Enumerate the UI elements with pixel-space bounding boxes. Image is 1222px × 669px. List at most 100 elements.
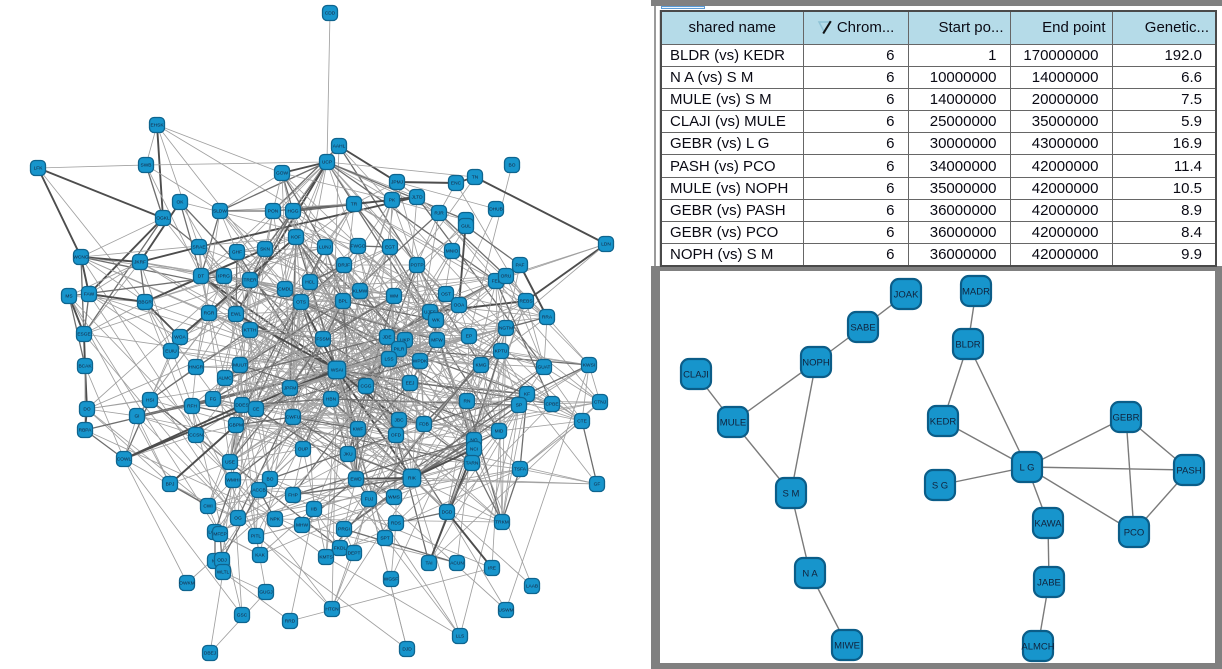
svg-text:BO: BO bbox=[509, 163, 516, 169]
svg-text:IIB: IIB bbox=[311, 507, 317, 513]
svg-text:CPBE: CPBE bbox=[545, 402, 558, 408]
svg-text:FEL: FEL bbox=[492, 279, 501, 285]
svg-text:HBN: HBN bbox=[326, 397, 337, 403]
svg-text:OTS: OTS bbox=[296, 300, 306, 306]
svg-text:HTCN: HTCN bbox=[325, 607, 339, 613]
svg-text:ORU: ORU bbox=[501, 274, 512, 280]
svg-text:GUL: GUL bbox=[461, 224, 471, 230]
svg-text:EUIU: EUIU bbox=[165, 349, 177, 355]
svg-text:BBGR: BBGR bbox=[138, 300, 152, 306]
svg-text:KF: KF bbox=[524, 392, 530, 398]
svg-text:RGR: RGR bbox=[204, 311, 215, 317]
svg-text:CTE: CTE bbox=[577, 419, 587, 425]
svg-text:WPDK: WPDK bbox=[413, 359, 428, 365]
svg-text:ACCB: ACCB bbox=[252, 488, 265, 494]
svg-text:SPT: SPT bbox=[380, 536, 389, 542]
svg-text:EWL: EWL bbox=[231, 312, 242, 318]
svg-text:FHP: FHP bbox=[288, 493, 298, 499]
svg-text:PITL: PITL bbox=[251, 534, 261, 540]
svg-text:MUUT: MUUT bbox=[233, 363, 247, 369]
svg-text:DO: DO bbox=[83, 407, 90, 413]
svg-text:KMG: KMG bbox=[476, 363, 487, 369]
svg-text:MFW: MFW bbox=[431, 338, 443, 344]
svg-text:GUGJ: GUGJ bbox=[259, 590, 273, 596]
svg-text:FWGO: FWGO bbox=[351, 244, 366, 250]
svg-text:OK: OK bbox=[177, 200, 185, 206]
svg-text:FSSM: FSSM bbox=[316, 337, 329, 343]
svg-text:GEBR: GEBR bbox=[1113, 412, 1140, 423]
svg-text:JBC: JBC bbox=[394, 418, 404, 424]
svg-text:EP: EP bbox=[466, 334, 472, 340]
svg-text:NPK: NPK bbox=[270, 517, 281, 523]
svg-text:ENC: ENC bbox=[451, 181, 462, 187]
svg-text:EGT: EGT bbox=[385, 245, 395, 251]
svg-text:LLS: LLS bbox=[456, 634, 465, 640]
svg-text:WMHI: WMHI bbox=[226, 478, 239, 484]
svg-text:GSC: GSC bbox=[237, 613, 248, 619]
svg-text:WCNG: WCNG bbox=[73, 255, 88, 261]
svg-text:CDD: CDD bbox=[325, 11, 336, 17]
svg-text:BPL: BPL bbox=[338, 299, 347, 305]
svg-text:AAHL: AAHL bbox=[333, 144, 346, 150]
svg-text:ESGE: ESGE bbox=[77, 332, 90, 338]
svg-text:COWL: COWL bbox=[117, 457, 132, 463]
svg-text:BLDR: BLDR bbox=[955, 339, 980, 350]
svg-text:JKU: JKU bbox=[343, 452, 353, 458]
svg-text:NCI: NCI bbox=[470, 447, 478, 453]
svg-text:HCL: HCL bbox=[305, 280, 315, 286]
svg-text:JPFM: JPFM bbox=[284, 386, 297, 392]
svg-text:OWKM: OWKM bbox=[179, 581, 194, 587]
svg-text:JOAK: JOAK bbox=[894, 289, 919, 300]
svg-text:L G: L G bbox=[1020, 462, 1035, 473]
svg-text:UKP: UKP bbox=[400, 338, 410, 344]
svg-text:OUP: OUP bbox=[298, 447, 308, 453]
svg-text:UJFS: UJFS bbox=[424, 310, 436, 316]
svg-text:PRGI: PRGI bbox=[338, 527, 350, 533]
svg-text:SP: SP bbox=[516, 403, 522, 409]
svg-text:DHUB: DHUB bbox=[489, 207, 503, 213]
svg-text:GI: GI bbox=[134, 414, 139, 420]
svg-text:IPRG: IPRG bbox=[218, 274, 230, 280]
svg-text:PAF: PAF bbox=[516, 263, 525, 269]
svg-text:RRA: RRA bbox=[542, 315, 553, 321]
svg-text:S M: S M bbox=[783, 488, 800, 499]
svg-text:KTTH: KTTH bbox=[244, 328, 257, 334]
svg-text:REBS: REBS bbox=[519, 299, 532, 305]
svg-text:SKN: SKN bbox=[260, 247, 270, 253]
svg-text:CMDL: CMDL bbox=[278, 287, 292, 293]
svg-text:LAAB: LAAB bbox=[526, 584, 538, 590]
svg-text:MHW: MHW bbox=[296, 523, 308, 529]
svg-text:LSS: LSS bbox=[384, 357, 393, 363]
svg-text:KAK: KAK bbox=[255, 553, 265, 559]
svg-text:DGD: DGD bbox=[442, 510, 453, 516]
svg-text:OOA: OOA bbox=[454, 303, 465, 309]
svg-text:CGG: CGG bbox=[361, 384, 372, 390]
svg-text:LDN: LDN bbox=[601, 242, 611, 248]
svg-text:GUAT: GUAT bbox=[538, 365, 551, 371]
svg-text:ALMC: ALMC bbox=[218, 376, 232, 382]
svg-text:PILR: PILR bbox=[394, 347, 405, 353]
svg-text:TR: TR bbox=[351, 202, 358, 208]
svg-text:LUNJ: LUNJ bbox=[319, 245, 332, 251]
svg-text:ODJ: ODJ bbox=[217, 558, 227, 564]
svg-text:DBEJ: DBEJ bbox=[204, 651, 217, 657]
svg-text:RBPA: RBPA bbox=[79, 428, 93, 434]
svg-text:FUJ: FUJ bbox=[365, 497, 374, 503]
svg-text:S G: S G bbox=[932, 480, 948, 491]
svg-text:CE: CE bbox=[253, 407, 260, 413]
svg-text:RDS: RDS bbox=[391, 521, 401, 527]
svg-text:SWB: SWB bbox=[141, 163, 152, 169]
svg-text:WMS: WMS bbox=[388, 495, 400, 501]
svg-text:JDE: JDE bbox=[382, 335, 391, 341]
svg-text:KPTU: KPTU bbox=[495, 349, 508, 355]
svg-text:MS: MS bbox=[65, 294, 72, 300]
svg-text:OST: OST bbox=[441, 292, 451, 298]
svg-text:KEDR: KEDR bbox=[930, 416, 957, 427]
svg-text:N A: N A bbox=[802, 568, 818, 579]
svg-text:OFD: OFD bbox=[391, 433, 402, 439]
svg-text:PON: PON bbox=[268, 209, 279, 215]
svg-text:CCSN: CCSN bbox=[189, 433, 203, 439]
svg-text:GF: GF bbox=[594, 482, 601, 488]
svg-text:ALMCH: ALMCH bbox=[1021, 641, 1054, 652]
svg-text:EHSK: EHSK bbox=[150, 123, 164, 129]
